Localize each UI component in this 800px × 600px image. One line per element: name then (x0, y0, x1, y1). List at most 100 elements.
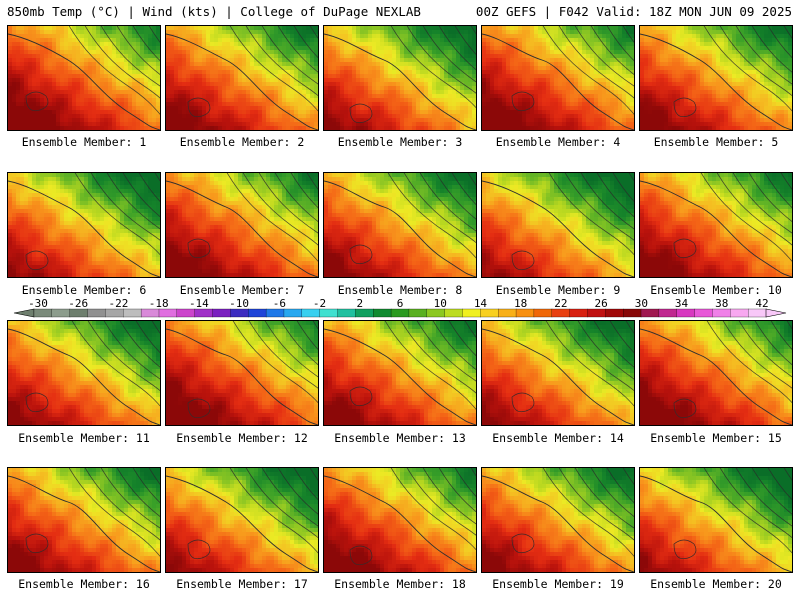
colorbar-tick-label: -14 (189, 297, 209, 310)
ensemble-member-label: Ensemble Member: 9 (478, 283, 638, 297)
ensemble-member-label: Ensemble Member: 4 (478, 135, 638, 149)
colorbar-swatch (658, 308, 678, 318)
colorbar-tick-label: -26 (68, 297, 88, 310)
temperature-field-map (482, 173, 634, 277)
colorbar-tick-label: -30 (28, 297, 48, 310)
ensemble-member-label: Ensemble Member: 17 (162, 577, 322, 591)
colorbar-swatch (569, 308, 589, 318)
colorbar-tick-label: 18 (514, 297, 527, 310)
colorbar-swatch (283, 308, 303, 318)
colorbar-swatch (105, 308, 124, 318)
ensemble-map-panel (323, 172, 477, 278)
colorbar-swatch (33, 308, 53, 318)
colorbar-swatch (712, 308, 731, 318)
colorbar-swatch (176, 308, 196, 318)
ensemble-map-panel (7, 172, 161, 278)
colorbar-tick-label: 26 (594, 297, 607, 310)
colorbar-swatch (51, 308, 71, 318)
colorbar-swatch (676, 308, 696, 318)
ensemble-map-panel (481, 25, 635, 131)
temperature-field-map (640, 173, 792, 277)
ensemble-member-label: Ensemble Member: 3 (320, 135, 480, 149)
colorbar-swatch (140, 308, 160, 318)
colorbar-tick-label: 2 (356, 297, 363, 310)
colorbar-swatch (337, 308, 356, 318)
colorbar-swatch (373, 308, 392, 318)
ensemble-member-label: Ensemble Member: 12 (162, 431, 322, 445)
temperature-field-map (166, 468, 318, 572)
colorbar-swatch (230, 308, 249, 318)
ensemble-member-label: Ensemble Member: 2 (162, 135, 322, 149)
colorbar-swatch (747, 308, 767, 318)
temperature-field-map (640, 321, 792, 425)
temperature-field-map (324, 173, 476, 277)
ensemble-map-panel (323, 25, 477, 131)
colorbar-swatch (623, 308, 642, 318)
colorbar-swatch (319, 308, 339, 318)
ensemble-map-panel (165, 467, 319, 573)
ensemble-map-panel (481, 172, 635, 278)
ensemble-member-label: Ensemble Member: 5 (636, 135, 796, 149)
colorbar-scale: -30 -26 -22 -18 -14 -10 -6 -2 2 6 10 14 18 22 26 30 34 38… (13, 297, 787, 318)
colorbar-swatch (158, 308, 178, 318)
temperature-field-map (166, 321, 318, 425)
colorbar-swatch (248, 308, 267, 318)
ensemble-member-label: Ensemble Member: 8 (320, 283, 480, 297)
temperature-field-map (640, 26, 792, 130)
colorbar-swatch (194, 308, 214, 318)
temperature-field-map (482, 468, 634, 572)
ensemble-map-panel (639, 467, 793, 573)
colorbar-swatch (426, 308, 446, 318)
ensemble-map-panel (323, 467, 477, 573)
temperature-field-map (166, 173, 318, 277)
temperature-field-map (8, 321, 160, 425)
ensemble-map-panel (7, 320, 161, 426)
colorbar-swatch (462, 308, 481, 318)
colorbar-swatch (533, 308, 553, 318)
ensemble-map-panel (481, 467, 635, 573)
colorbar-tick-label: 34 (675, 297, 689, 310)
colorbar-swatch (551, 308, 571, 318)
temperature-field-map (166, 26, 318, 130)
colorbar-swatch (515, 308, 535, 318)
ensemble-map-panel (639, 25, 793, 131)
ensemble-map-panel (323, 320, 477, 426)
temperature-field-map (640, 468, 792, 572)
colorbar-tick-label: 38 (715, 297, 728, 310)
ensemble-map-panel (481, 320, 635, 426)
colorbar-tick-label: -2 (313, 297, 326, 310)
colorbar-swatch (480, 308, 499, 318)
colorbar-swatch (730, 308, 749, 318)
colorbar-swatch (587, 308, 606, 318)
colorbar-swatch (212, 308, 231, 318)
colorbar-right-arrow (765, 308, 787, 318)
ensemble-member-label: Ensemble Member: 11 (4, 431, 164, 445)
temperature-field-map (324, 26, 476, 130)
temperature-field-map (482, 321, 634, 425)
map-title: 850mb Temp (°C) | Wind (kts) | College o… (7, 4, 421, 19)
colorbar-tick-label: -10 (229, 297, 249, 310)
colorbar-swatch (694, 308, 713, 318)
ensemble-member-label: Ensemble Member: 13 (320, 431, 480, 445)
ensemble-member-label: Ensemble Member: 10 (636, 283, 796, 297)
colorbar-tick-label: -18 (149, 297, 169, 310)
colorbar-swatch (408, 308, 428, 318)
ensemble-member-label: Ensemble Member: 15 (636, 431, 796, 445)
temperature-field-map (482, 26, 634, 130)
colorbar-tick-label: 10 (434, 297, 447, 310)
ensemble-map-panel (165, 25, 319, 131)
temperature-field-map (324, 321, 476, 425)
colorbar-left-arrow (13, 308, 35, 318)
colorbar-tick-label: 14 (474, 297, 488, 310)
temperature-field-map (8, 26, 160, 130)
ensemble-map-panel (165, 320, 319, 426)
ensemble-map-panel (165, 172, 319, 278)
colorbar-swatch (390, 308, 410, 318)
colorbar-swatch (69, 308, 89, 318)
colorbar-swatch (355, 308, 374, 318)
ensemble-map-panel (7, 467, 161, 573)
colorbar-tick-label: 42 (755, 297, 768, 310)
colorbar-tick-label: 30 (635, 297, 648, 310)
ensemble-member-label: Ensemble Member: 7 (162, 283, 322, 297)
model-run-info: 00Z GEFS | F042 Valid: 18Z MON JUN 09 20… (476, 4, 792, 19)
